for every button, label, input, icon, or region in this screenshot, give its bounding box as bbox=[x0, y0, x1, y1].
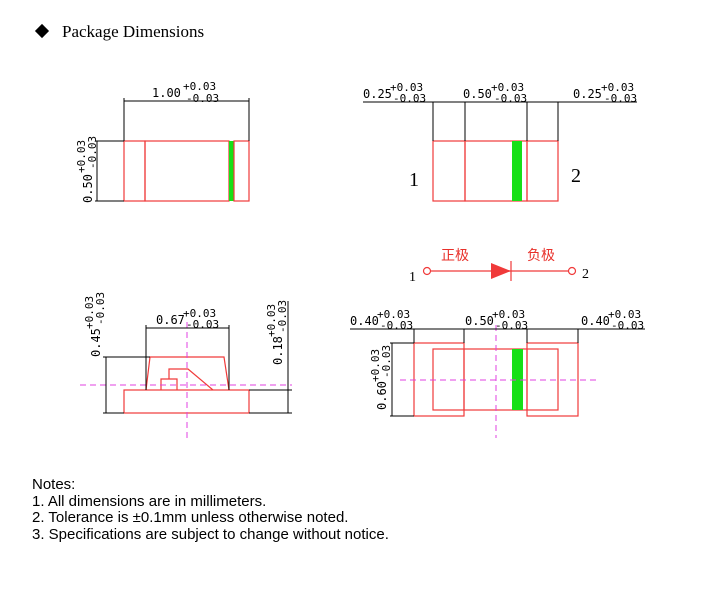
svg-text:+0.03: +0.03 bbox=[369, 349, 382, 382]
cathode-mark bbox=[512, 349, 523, 410]
svg-text:-0.03: -0.03 bbox=[276, 300, 289, 333]
svg-text:-0.03: -0.03 bbox=[186, 92, 219, 105]
cathode-label: 负极 bbox=[527, 248, 555, 264]
note-item: 3. Specifications are subject to change … bbox=[32, 525, 389, 543]
svg-text:0.18: 0.18 bbox=[271, 336, 285, 365]
svg-text:-0.03: -0.03 bbox=[604, 92, 637, 105]
svg-text:+0.03: +0.03 bbox=[601, 81, 634, 94]
svg-text:+0.03: +0.03 bbox=[491, 81, 524, 94]
svg-text:-0.03: -0.03 bbox=[393, 92, 426, 105]
svg-text:-0.03: -0.03 bbox=[494, 92, 527, 105]
cathode-mark bbox=[512, 141, 522, 201]
svg-text:-0.03: -0.03 bbox=[380, 345, 393, 378]
svg-text:1.00: 1.00 bbox=[152, 86, 181, 100]
svg-text:0.50: 0.50 bbox=[465, 314, 494, 328]
svg-text:+0.03: +0.03 bbox=[265, 304, 278, 337]
bottom-view: 0.25 +0.03 -0.03 0.50 +0.03 -0.03 0.25 +… bbox=[363, 81, 637, 202]
left-terminal bbox=[123, 140, 146, 202]
dim-gap: 0.50 +0.03 -0.03 bbox=[463, 81, 527, 105]
svg-text:0.40: 0.40 bbox=[581, 314, 610, 328]
notes: Notes: 1. All dimensions are in millimet… bbox=[32, 476, 389, 543]
pad-2 bbox=[526, 140, 559, 202]
svg-text:+0.03: +0.03 bbox=[75, 140, 88, 173]
notes-heading: Notes: bbox=[32, 476, 76, 493]
note-item: 1. All dimensions are in millimeters. bbox=[32, 492, 267, 510]
svg-text:-0.03: -0.03 bbox=[495, 319, 528, 332]
dim-pad-right: 0.25 +0.03 -0.03 bbox=[573, 81, 637, 105]
svg-text:0.25: 0.25 bbox=[573, 87, 602, 101]
dim-height: 0.60 +0.03 -0.03 bbox=[369, 345, 393, 410]
svg-text:0.50: 0.50 bbox=[463, 87, 492, 101]
side-view: 0.67 +0.03 -0.03 0.45 +0.03 -0.03 0.18 +… bbox=[80, 292, 292, 438]
svg-text:+0.03: +0.03 bbox=[183, 307, 216, 320]
svg-text:-0.03: -0.03 bbox=[94, 292, 107, 325]
dim-height: 0.45 +0.03 -0.03 bbox=[83, 292, 107, 357]
note-item: 2. Tolerance is ±0.1mm unless otherwise … bbox=[32, 509, 349, 526]
dim-base-height: 0.18 +0.03 -0.03 bbox=[265, 300, 289, 365]
svg-text:+0.03: +0.03 bbox=[183, 80, 216, 93]
dim-width: 0.50 +0.03 -0.03 bbox=[75, 136, 99, 203]
svg-text:+0.03: +0.03 bbox=[390, 81, 423, 94]
svg-text:+0.03: +0.03 bbox=[377, 308, 410, 321]
pad-1 bbox=[432, 140, 466, 202]
dim-gap: 0.50 +0.03 -0.03 bbox=[465, 308, 528, 332]
svg-text:+0.03: +0.03 bbox=[608, 308, 641, 321]
svg-text:0.45: 0.45 bbox=[89, 328, 103, 357]
diode-triangle-icon bbox=[491, 263, 511, 279]
dim-pad-right: 0.40 +0.03 -0.03 bbox=[581, 308, 644, 332]
anode-label: 正极 bbox=[441, 248, 469, 264]
svg-text:0.25: 0.25 bbox=[363, 87, 392, 101]
dim-length: 1.00 +0.03 -0.03 bbox=[152, 80, 219, 105]
pin-2-label: 2 bbox=[571, 165, 581, 187]
cathode-mark bbox=[229, 141, 234, 201]
lens bbox=[144, 140, 230, 202]
svg-text:-0.03: -0.03 bbox=[611, 319, 644, 332]
diamond-bullet-icon bbox=[34, 23, 50, 39]
svg-text:0.67: 0.67 bbox=[156, 313, 185, 327]
symbol-pin-1: 1 bbox=[409, 270, 416, 285]
svg-text:0.60: 0.60 bbox=[375, 381, 389, 410]
diode-symbol: 正极 负极 1 2 bbox=[409, 248, 589, 285]
svg-text:-0.03: -0.03 bbox=[380, 319, 413, 332]
footprint-view: 0.40 +0.03 -0.03 0.50 +0.03 -0.03 0.40 +… bbox=[350, 308, 645, 438]
dim-pad-left: 0.40 +0.03 -0.03 bbox=[350, 308, 413, 332]
svg-text:-0.03: -0.03 bbox=[186, 318, 219, 331]
svg-text:+0.03: +0.03 bbox=[83, 296, 96, 329]
pin-1-label: 1 bbox=[409, 169, 419, 191]
svg-text:+0.03: +0.03 bbox=[492, 308, 525, 321]
right-terminal bbox=[233, 140, 250, 202]
symbol-pin-2: 2 bbox=[582, 267, 589, 282]
svg-text:0.50: 0.50 bbox=[81, 174, 95, 203]
dim-top-width: 0.67 +0.03 -0.03 bbox=[156, 307, 219, 331]
section-title: Package Dimensions bbox=[62, 22, 204, 41]
dim-pad-left: 0.25 +0.03 -0.03 bbox=[363, 81, 426, 105]
svg-text:-0.03: -0.03 bbox=[86, 136, 99, 169]
svg-text:0.40: 0.40 bbox=[350, 314, 379, 328]
top-view: 1.00 +0.03 -0.03 0.50 +0.03 -0.03 bbox=[75, 80, 250, 203]
